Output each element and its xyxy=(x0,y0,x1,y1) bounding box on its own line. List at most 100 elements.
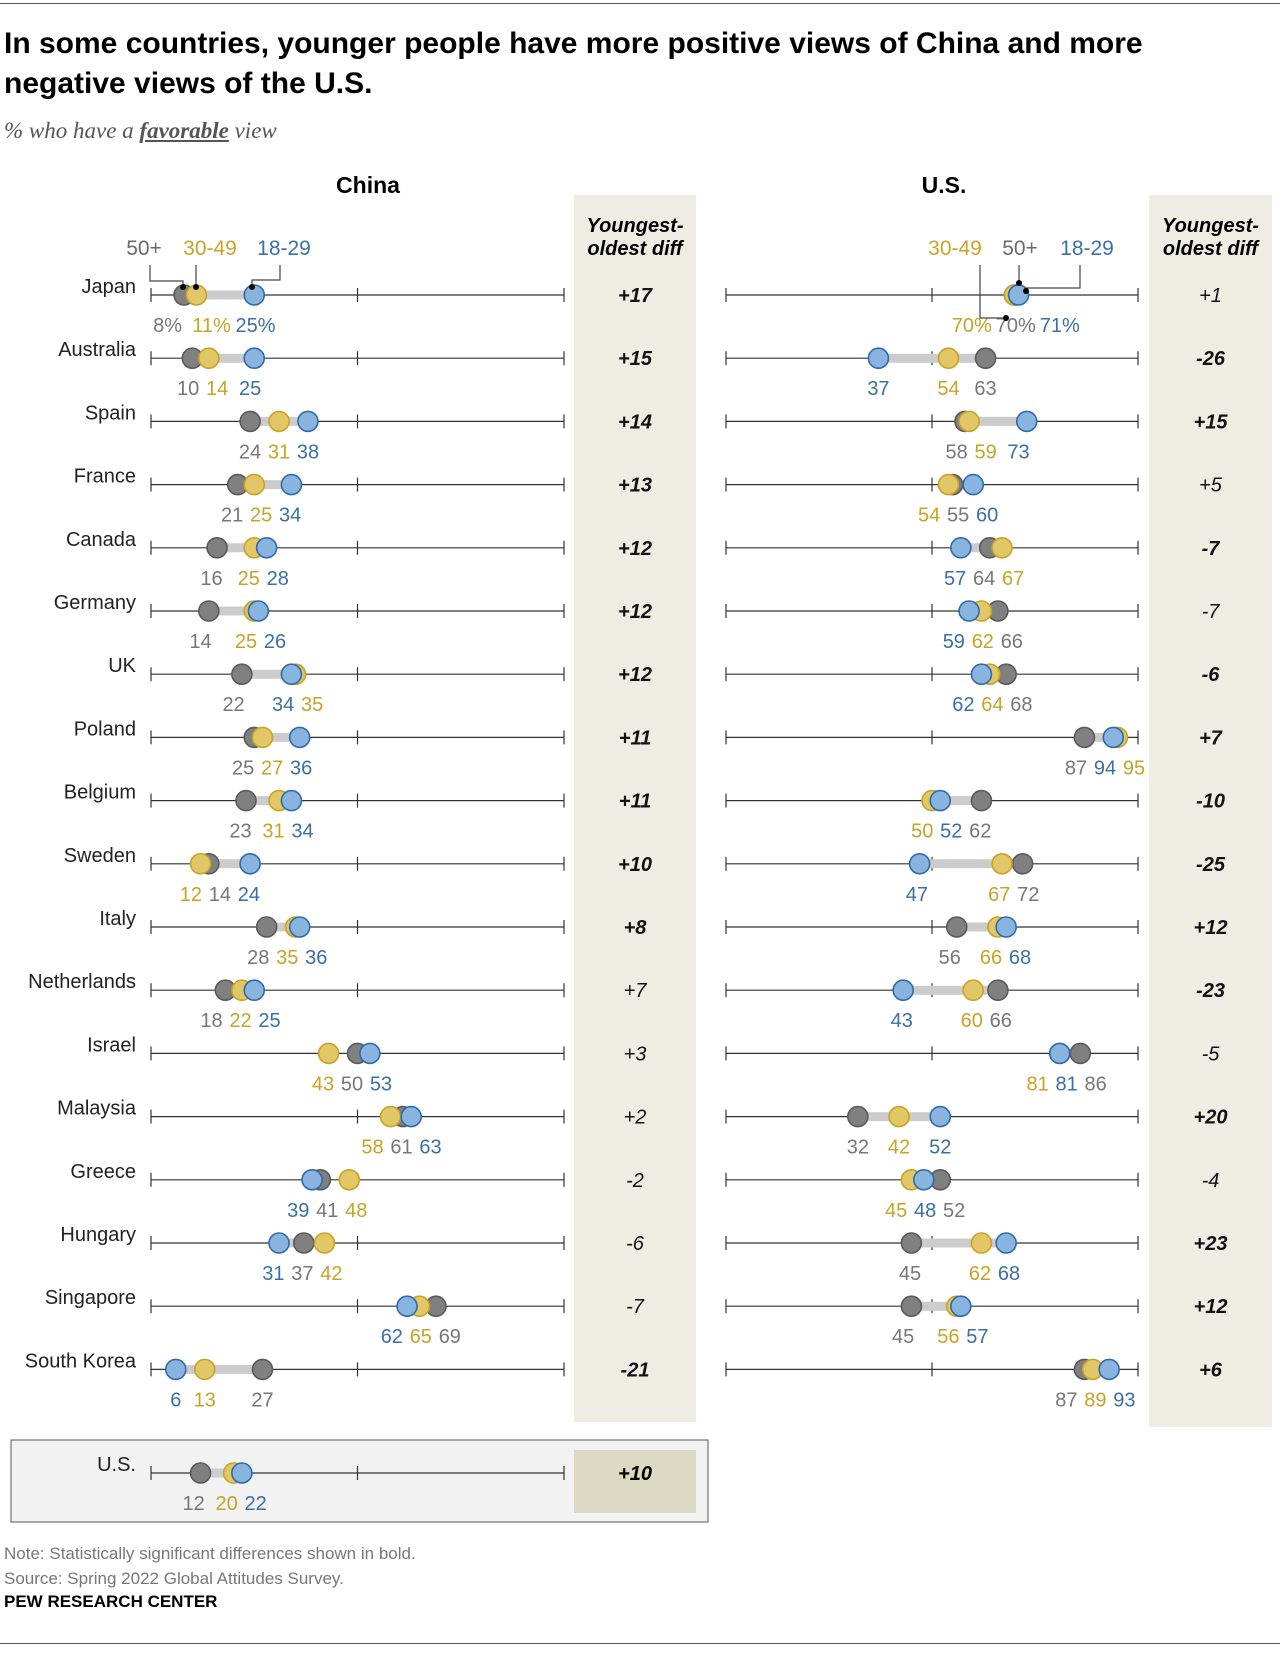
dot-a18-29 xyxy=(268,1232,290,1254)
dot-a50 xyxy=(235,789,257,812)
legend-30-49: 30-49 xyxy=(181,237,239,261)
dot-a18-29 xyxy=(929,1105,952,1128)
value-label: 25 xyxy=(235,631,257,653)
value-label: 6 xyxy=(170,1389,181,1411)
dot-a50 xyxy=(900,1295,923,1317)
dot-a18-29 xyxy=(288,726,311,749)
legend-30-49-us: 30-49 xyxy=(926,237,984,261)
country-label: South Korea xyxy=(25,1350,137,1372)
leader-dot xyxy=(193,284,199,290)
value-label: 10 xyxy=(177,378,199,400)
value-label: 43 xyxy=(312,1073,334,1095)
leader-dot xyxy=(180,284,186,290)
value-label: 73 xyxy=(1007,441,1029,463)
diff-value: +10 xyxy=(618,1463,652,1485)
dot-a50 xyxy=(970,789,993,812)
diff-value: +11 xyxy=(619,727,651,749)
dot-a18-29 xyxy=(950,536,972,559)
chart-title: In some countries, younger people have m… xyxy=(4,27,1143,100)
value-label: 59 xyxy=(975,441,997,463)
diff-value: +3 xyxy=(624,1043,647,1065)
value-label: 53 xyxy=(370,1073,392,1095)
value-label: 26 xyxy=(264,631,286,653)
diff-value: -7 xyxy=(1202,538,1221,560)
diff-header: oldest diff xyxy=(587,238,685,260)
value-label: 45 xyxy=(892,1326,914,1348)
diff-value: +23 xyxy=(1194,1233,1228,1255)
value-label: 45 xyxy=(899,1263,921,1285)
chart-subtitle: % who have a favorable view xyxy=(4,118,277,144)
value-label: 60 xyxy=(961,1010,983,1032)
value-label: 47 xyxy=(906,884,928,906)
value-label: 50 xyxy=(911,821,933,843)
diff-value: +14 xyxy=(618,411,652,433)
dot-a18-29 xyxy=(280,663,303,686)
diff-value: -6 xyxy=(626,1233,645,1255)
country-label: Australia xyxy=(58,339,137,361)
dot-a18-29 xyxy=(912,1169,935,1191)
value-label: 31 xyxy=(262,821,284,843)
value-label: 27 xyxy=(251,1389,273,1411)
diff-value: +12 xyxy=(1194,1296,1228,1318)
dot-a50 xyxy=(1011,852,1034,875)
leader-dot xyxy=(1023,288,1029,294)
dot-a50 xyxy=(900,1232,923,1254)
country-label: Hungary xyxy=(60,1224,136,1246)
value-label: 36 xyxy=(305,947,327,969)
value-label: 37 xyxy=(291,1263,313,1285)
dot-a50 xyxy=(255,916,278,938)
value-label: 56 xyxy=(937,1326,959,1348)
value-label: 64 xyxy=(973,568,995,590)
diff-header: Youngest- xyxy=(586,215,683,237)
value-label: 62 xyxy=(952,694,974,716)
dot-a30-49 xyxy=(189,852,212,875)
value-label: 60 xyxy=(976,505,998,527)
diff-value: -7 xyxy=(626,1296,645,1318)
value-label: 32 xyxy=(847,1137,869,1159)
value-label: 72 xyxy=(1017,884,1039,906)
dot-a18-29 xyxy=(280,473,303,496)
dot-a50 xyxy=(293,1232,315,1254)
dot-a18-29 xyxy=(962,473,985,496)
diff-value: +1 xyxy=(1199,285,1222,307)
leader-line xyxy=(149,265,184,287)
dot-a18-29 xyxy=(892,979,914,1002)
value-label: 50 xyxy=(341,1073,363,1095)
value-label: 89 xyxy=(1084,1389,1106,1411)
value-label: 64 xyxy=(981,694,1003,716)
dot-a30-49 xyxy=(313,1232,336,1254)
diff-value: +5 xyxy=(1199,475,1223,497)
value-label: 48 xyxy=(345,1200,367,1222)
value-label: 31 xyxy=(268,441,290,463)
dot-a30-49 xyxy=(962,979,985,1002)
value-label: 28 xyxy=(267,568,289,590)
value-label: 35 xyxy=(276,947,298,969)
dot-a50 xyxy=(987,979,1009,1002)
dot-a18-29 xyxy=(301,1169,323,1191)
dot-a50 xyxy=(974,347,997,370)
country-label: France xyxy=(74,466,136,488)
value-label: 62 xyxy=(969,821,991,843)
dot-a18-29 xyxy=(1048,1042,1071,1065)
value-label: 52 xyxy=(929,1137,951,1159)
diff-header: oldest diff xyxy=(1163,238,1261,260)
value-label: 45 xyxy=(885,1200,907,1222)
value-label: 67 xyxy=(1002,568,1024,590)
diff-value: +2 xyxy=(624,1107,647,1129)
value-label: 58 xyxy=(946,441,968,463)
value-label: 25% xyxy=(236,315,276,337)
value-label: 22 xyxy=(245,1493,267,1515)
diff-value: -25 xyxy=(1196,854,1226,876)
dot-a18-29 xyxy=(231,1462,253,1484)
value-label: 81 xyxy=(1055,1073,1077,1095)
value-label: 14 xyxy=(209,884,231,906)
value-label: 55 xyxy=(947,505,969,527)
country-label: U.S. xyxy=(97,1454,136,1476)
leader-line xyxy=(1025,265,1081,291)
value-label: 25 xyxy=(250,505,272,527)
value-label: 59 xyxy=(943,631,965,653)
value-label: 57 xyxy=(966,1326,988,1348)
dot-a18-29 xyxy=(288,916,311,938)
diff-value: +20 xyxy=(1194,1107,1228,1129)
dot-a18-29 xyxy=(396,1295,418,1317)
